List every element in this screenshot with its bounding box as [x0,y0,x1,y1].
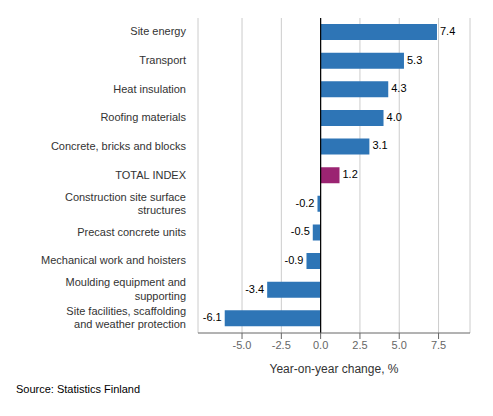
svg-text:Precast concrete units: Precast concrete units [77,226,186,238]
svg-text:Transport: Transport [139,54,186,66]
svg-text:Heat insulation: Heat insulation [113,82,186,94]
svg-text:-0.5: -0.5 [291,225,310,237]
svg-text:2.5: 2.5 [352,339,367,351]
svg-text:Site energy: Site energy [130,25,186,37]
svg-text:-0.2: -0.2 [296,197,315,209]
svg-text:TOTAL INDEX: TOTAL INDEX [115,168,186,180]
svg-text:4.0: 4.0 [387,111,402,123]
svg-text:Construction site surfacestruc: Construction site surfacestructures [65,190,187,215]
svg-text:0.0: 0.0 [313,339,328,351]
svg-text:-2.5: -2.5 [272,339,291,351]
svg-text:Mechanical work and hoisters: Mechanical work and hoisters [41,254,186,266]
svg-text:Roofing materials: Roofing materials [100,111,186,123]
svg-text:Concrete, bricks and blocks: Concrete, bricks and blocks [51,140,187,152]
html-text:Source: Statistics Finland: Source: Statistics Finland [16,383,141,395]
svg-text:5.3: 5.3 [407,54,422,66]
svg-text:Moulding equipment andsupporti: Moulding equipment andsupporting [66,276,186,301]
svg-text:4.3: 4.3 [391,82,406,94]
svg-text:Year-on-year change, %: Year-on-year change, % [270,362,399,376]
svg-text:-6.1: -6.1 [203,311,222,323]
svg-text:1.2: 1.2 [343,168,358,180]
svg-text:-3.4: -3.4 [245,283,264,295]
svg-text:Site facilities, scaffoldingan: Site facilities, scaffoldingand weather … [66,305,186,330]
svg-text:7.4: 7.4 [440,25,455,37]
svg-text:5.0: 5.0 [392,339,407,351]
svg-text:-0.9: -0.9 [285,254,304,266]
svg-text:7.5: 7.5 [431,339,446,351]
svg-text:-5.0: -5.0 [233,339,252,351]
svg-text:3.1: 3.1 [372,139,387,151]
